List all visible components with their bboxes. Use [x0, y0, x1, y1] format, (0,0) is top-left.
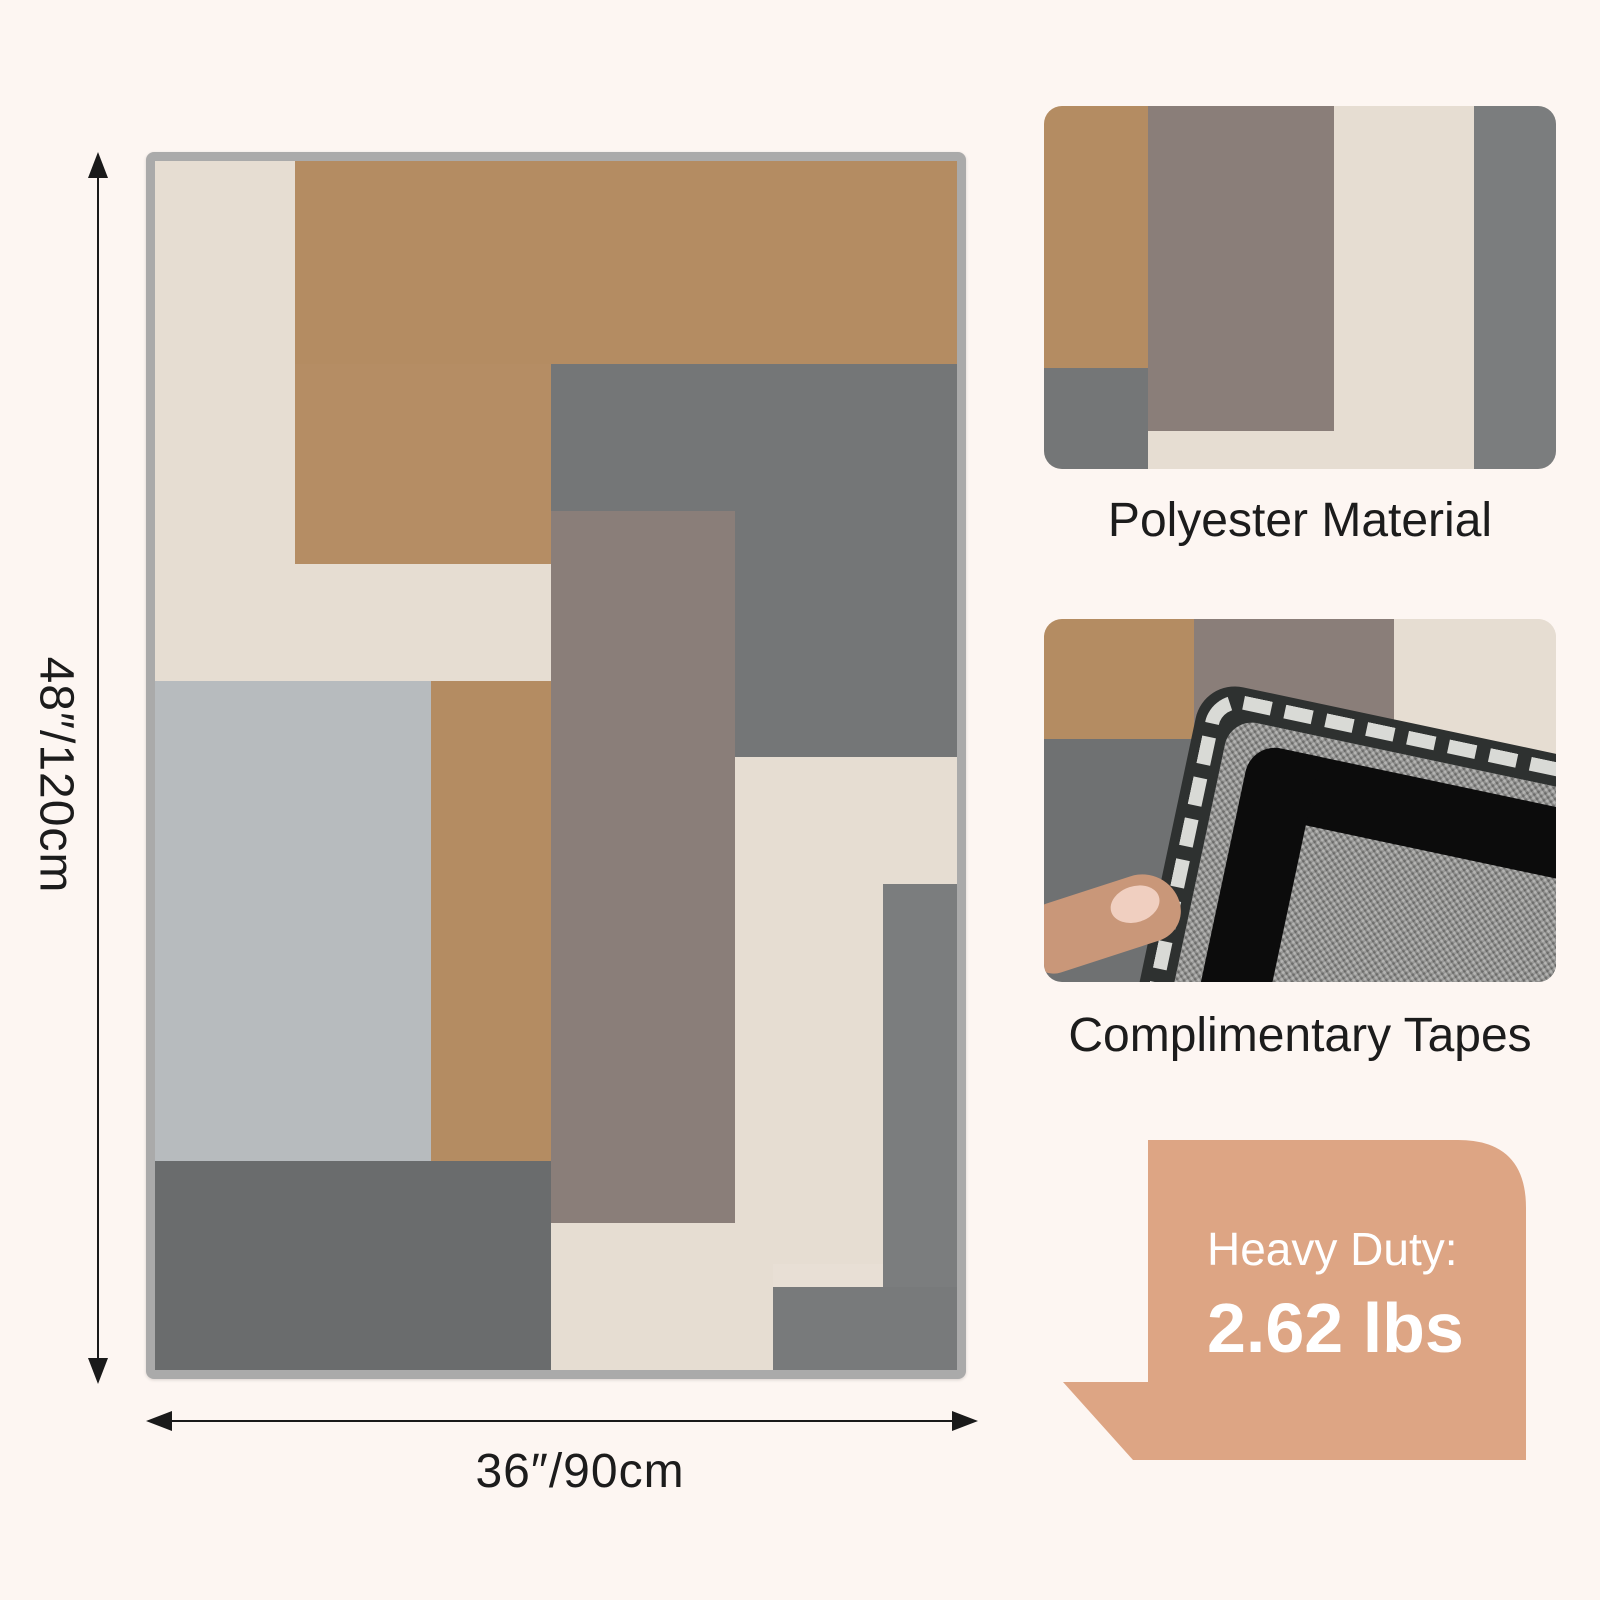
rug-block-tan-lower — [431, 681, 551, 1161]
arrow-up-icon — [88, 152, 108, 178]
arrow-right-icon — [952, 1411, 978, 1431]
rug-block-tan-top — [295, 161, 957, 364]
weight-tag-value: 2.62 lbs — [1207, 1289, 1464, 1367]
tapes-block-tan — [1044, 619, 1194, 739]
rug-block-gray-bottom-right — [773, 1287, 957, 1370]
material-block-cream — [1148, 431, 1474, 469]
arrow-left-icon — [146, 1411, 172, 1431]
rug-block-cream-band — [155, 564, 551, 681]
rug-block-cream-right — [735, 757, 957, 884]
rug-block-light-gray — [155, 681, 431, 1161]
rug-image — [146, 152, 966, 1379]
material-block-tan — [1044, 106, 1148, 368]
rug-pattern — [155, 161, 957, 1370]
tapes-caption: Complimentary Tapes — [1068, 1009, 1532, 1062]
rug-block-cream-bottom — [551, 1223, 773, 1370]
weight-tag-shape — [1063, 1140, 1526, 1460]
rug-block-cream-right-low — [735, 884, 883, 1264]
rug-block-dark-gray-bottom — [155, 1161, 551, 1370]
width-dimension-line — [166, 1420, 956, 1422]
arrow-down-icon — [88, 1358, 108, 1384]
rug-block-taupe — [551, 511, 735, 1223]
material-block-taupe — [1148, 106, 1334, 431]
material-block-charcoal — [1044, 368, 1148, 469]
fingernail — [1105, 879, 1165, 930]
material-caption: Polyester Material — [1107, 494, 1493, 547]
height-label-text: 48″/120cm — [29, 656, 83, 894]
material-block-cream-tall — [1334, 106, 1474, 431]
material-closeup-image — [1044, 106, 1556, 469]
rug-block-tan-mid — [295, 364, 551, 564]
weight-tag: Heavy Duty: 2.62 lbs — [1063, 1140, 1526, 1460]
height-dimension-line — [97, 168, 99, 1368]
weight-tag-title: Heavy Duty: — [1207, 1223, 1458, 1275]
width-label: 36″/90cm — [475, 1445, 685, 1498]
tapes-closeup-image — [1044, 619, 1556, 982]
material-block-gray — [1474, 106, 1556, 469]
